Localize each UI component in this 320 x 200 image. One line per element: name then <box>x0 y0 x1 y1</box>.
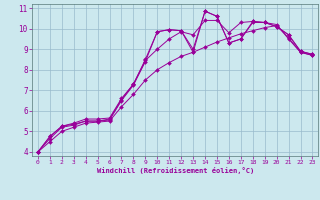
X-axis label: Windchill (Refroidissement éolien,°C): Windchill (Refroidissement éolien,°C) <box>97 167 254 174</box>
